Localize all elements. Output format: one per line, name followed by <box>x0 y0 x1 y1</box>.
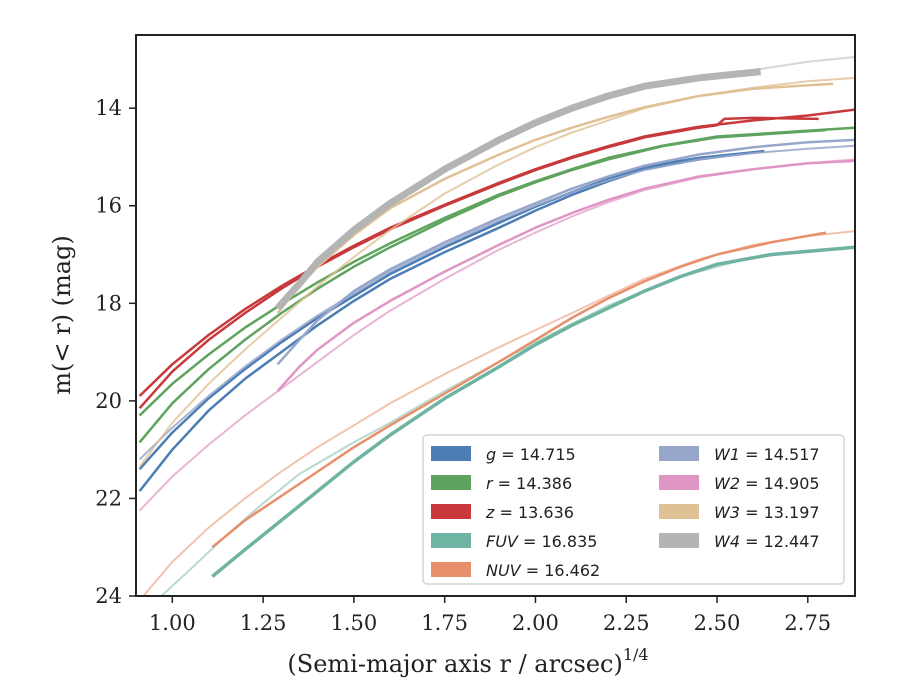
x-tick-label: 1.75 <box>421 611 468 635</box>
y-tick-label: 14 <box>95 96 122 120</box>
y-tick-label: 24 <box>95 584 122 608</box>
legend-label-z: z = 13.636 <box>485 503 574 522</box>
x-tick-label: 2.25 <box>603 611 650 635</box>
series-line-r <box>138 128 826 444</box>
y-axis: 14 16 18 20 22 24 <box>95 96 136 608</box>
legend-value: 16.462 <box>544 561 600 580</box>
legend-equals: = <box>740 503 764 522</box>
y-tick-label: 18 <box>95 291 122 315</box>
legend-symbol: W2 <box>714 474 740 493</box>
series-line-w4 <box>274 68 761 311</box>
legend-value: 12.447 <box>764 532 820 551</box>
x-axis-label-text: (Semi-major axis r / arcsec) <box>287 650 622 678</box>
y-tick-label: 16 <box>95 194 122 218</box>
legend-label-w1: W1 = 14.517 <box>714 445 820 464</box>
legend-label-nuv: NUV = 16.462 <box>486 561 600 580</box>
legend-label-w3: W3 = 13.197 <box>714 503 820 522</box>
legend-value: 14.715 <box>520 445 576 464</box>
series-w2 <box>138 158 855 512</box>
legend-equals: = <box>521 561 545 580</box>
legend-swatch-z <box>431 504 471 519</box>
legend-value: 13.197 <box>764 503 820 522</box>
legend-swatch-nuv <box>431 562 471 577</box>
x-tick-label: 1.50 <box>330 611 377 635</box>
plot-frame <box>135 34 856 597</box>
legend-label-w4: W4 = 12.447 <box>714 532 820 551</box>
legend-value: 14.517 <box>764 445 820 464</box>
series-line-z <box>138 108 855 397</box>
series-line-w1 <box>276 138 855 366</box>
legend-symbol: W4 <box>714 532 740 551</box>
series-z <box>138 108 855 410</box>
y-tick-label: 22 <box>95 486 122 510</box>
legend-equals: = <box>494 503 518 522</box>
legend-swatch-w2 <box>659 475 699 490</box>
legend-symbol: W3 <box>714 503 740 522</box>
legend-label-r: r = 14.386 <box>486 474 572 493</box>
series-nuv <box>142 230 855 596</box>
legend-label-fuv: FUV = 16.835 <box>486 532 597 551</box>
series-w3 <box>138 76 855 468</box>
series-line-g <box>138 149 765 471</box>
legend: g = 14.715 r = 14.386 z = 13.636 FUV = 16.8… <box>422 434 845 585</box>
series-line-w2 <box>138 158 855 512</box>
x-tick-label: 2.00 <box>512 611 559 635</box>
legend-symbol: W1 <box>714 445 740 464</box>
legend-swatch-fuv <box>431 533 471 548</box>
x-axis-label: (Semi-major axis r / arcsec)1/4 <box>287 645 648 678</box>
series-line-r <box>138 126 855 417</box>
series-line-w1 <box>138 144 855 461</box>
series-line-nuv <box>211 231 827 549</box>
y-axis-label: m(< r) (mag) <box>48 235 76 394</box>
legend-label-g: g = 14.715 <box>486 445 576 464</box>
legend-value: 14.905 <box>764 474 820 493</box>
legend-symbol: r <box>486 474 494 493</box>
legend-symbol: z <box>485 503 495 522</box>
x-axis: 1.00 1.25 1.50 1.75 2.00 2.25 2.50 2.75 <box>149 596 831 635</box>
legend-box <box>422 434 845 585</box>
legend-swatch-w1 <box>659 446 699 461</box>
legend-label-w2: W2 = 14.905 <box>714 474 820 493</box>
legend-equals: = <box>496 445 520 464</box>
series-r <box>138 126 855 444</box>
x-tick-label: 1.00 <box>149 611 196 635</box>
legend-swatch-w4 <box>659 533 699 548</box>
legend-swatch-r <box>431 475 471 490</box>
legend-symbol: g <box>486 445 496 464</box>
y-tick-label: 20 <box>95 389 122 413</box>
series-line-fuv <box>211 245 855 578</box>
x-tick-label: 2.50 <box>694 611 741 635</box>
legend-equals: = <box>740 474 764 493</box>
series-line-w4 <box>698 56 855 80</box>
legend-value: 16.835 <box>541 532 597 551</box>
legend-swatch-g <box>431 446 471 461</box>
legend-equals: = <box>740 532 764 551</box>
series-w1 <box>138 138 855 461</box>
legend-equals: = <box>493 474 517 493</box>
x-axis-label-sup: 1/4 <box>623 645 649 664</box>
x-tick-label: 1.25 <box>240 611 287 635</box>
x-tick-label: 2.75 <box>784 611 831 635</box>
series-line-w3 <box>138 76 855 468</box>
series-layer <box>138 56 855 596</box>
legend-swatch-w3 <box>659 504 699 519</box>
series-line-nuv <box>142 230 855 596</box>
series-w4 <box>274 56 855 311</box>
legend-symbol: NUV <box>486 561 522 580</box>
legend-value: 13.636 <box>518 503 574 522</box>
legend-symbol: FUV <box>486 532 519 551</box>
legend-value: 14.386 <box>516 474 572 493</box>
legend-equals: = <box>740 445 764 464</box>
legend-equals: = <box>518 532 542 551</box>
